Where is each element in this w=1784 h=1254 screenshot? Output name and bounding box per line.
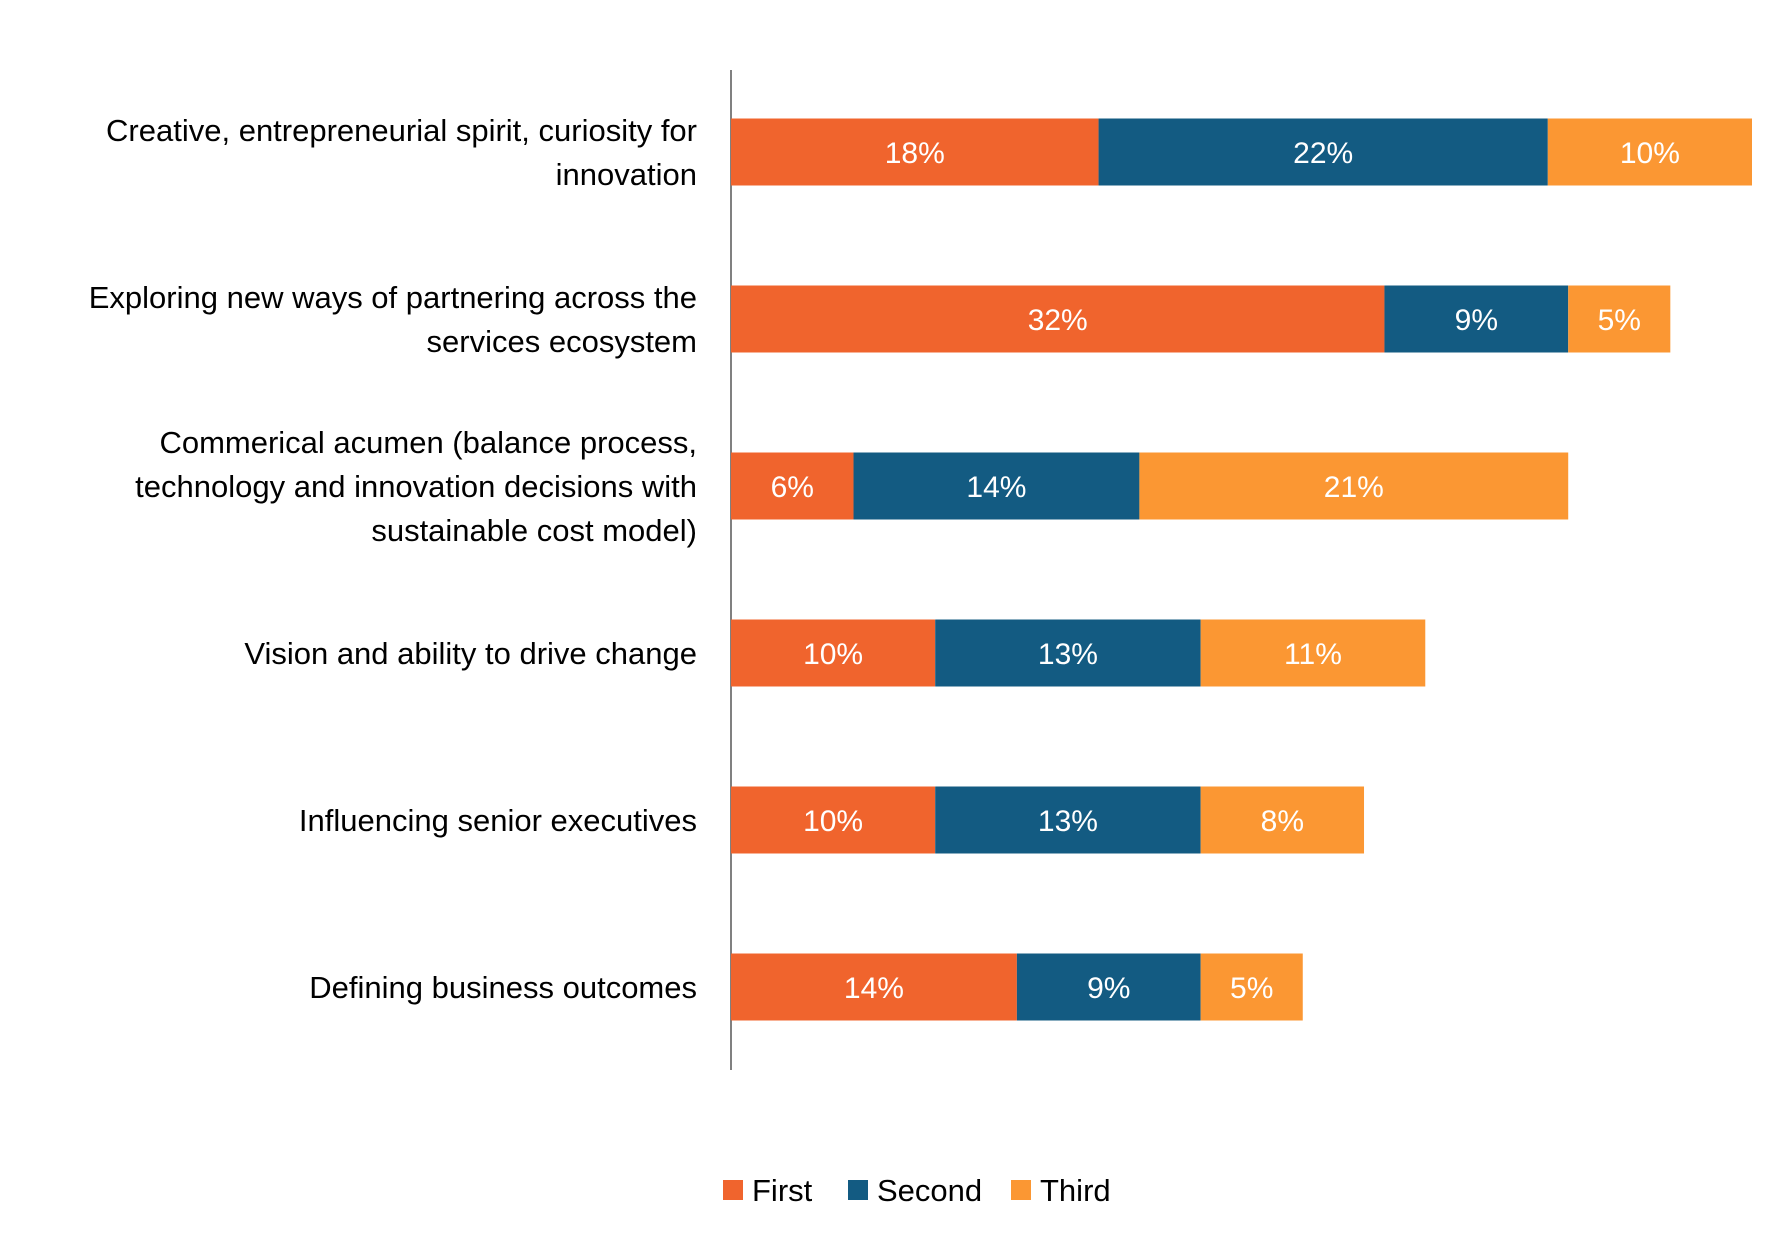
legend-label-third: Third [1040, 1173, 1111, 1208]
data-label-first-6: 14% [844, 972, 904, 1005]
bar-segment-second-5 [935, 786, 1201, 854]
category-label-5: Influencing senior executives [299, 803, 697, 838]
bar-segment-second-4 [935, 619, 1201, 687]
category-label-line: services ecosystem [427, 324, 697, 359]
category-label-3: Commerical acumen (balance process, techn… [135, 425, 697, 548]
category-labels-group: Creative, entrepreneurial spirit, curios… [89, 113, 697, 1005]
legend-swatch-third [1011, 1180, 1031, 1200]
bar-segment-third-2 [1568, 285, 1671, 353]
data-label-first-3: 6% [771, 471, 814, 504]
data-label-third-3: 21% [1324, 471, 1384, 504]
category-label-line: Commerical acumen (balance process, [159, 425, 697, 460]
category-label-line: Defining business outcomes [309, 970, 697, 1005]
data-label-second-1: 22% [1293, 137, 1353, 170]
bars-group: 18% 22% 10% 32% 9% 5% 6% 14% 21% 10% 13% 11% 10% 13% 8… [731, 118, 1752, 1021]
data-label-first-5: 10% [803, 805, 863, 838]
category-label-line: Influencing senior executives [299, 803, 697, 838]
bar-segment-third-5 [1200, 786, 1365, 854]
legend-swatch-second [848, 1180, 868, 1200]
bar-segment-second-1 [1098, 118, 1548, 186]
bar-segment-third-6 [1200, 953, 1303, 1021]
data-label-second-6: 9% [1087, 972, 1130, 1005]
data-label-second-4: 13% [1038, 638, 1098, 671]
legend-label-first: First [752, 1173, 813, 1208]
category-label-line: Vision and ability to drive change [244, 636, 697, 671]
bar-segment-first-5 [731, 786, 936, 854]
category-label-line: technology and innovation decisions with [135, 469, 697, 504]
data-label-second-2: 9% [1455, 304, 1498, 337]
bar-segment-first-3 [731, 452, 854, 520]
data-label-third-1: 10% [1620, 137, 1680, 170]
legend-label-second: Second [877, 1173, 982, 1208]
category-label-line: sustainable cost model) [371, 513, 697, 548]
category-label-6: Defining business outcomes [309, 970, 697, 1005]
bar-segment-first-4 [731, 619, 936, 687]
bar-segment-first-6 [731, 953, 1017, 1021]
bar-segment-third-1 [1547, 118, 1752, 186]
category-label-line: Exploring new ways of partnering across … [89, 280, 697, 315]
data-label-third-2: 5% [1598, 304, 1641, 337]
data-label-first-4: 10% [803, 638, 863, 671]
bar-segment-third-3 [1139, 452, 1569, 520]
legend: First Second Third [723, 1173, 1111, 1208]
data-label-second-3: 14% [966, 471, 1026, 504]
bar-segment-first-2 [731, 285, 1385, 353]
category-label-1: Creative, entrepreneurial spirit, curios… [106, 113, 697, 192]
bar-segment-third-4 [1200, 619, 1426, 687]
legend-swatch-first [723, 1180, 743, 1200]
data-label-first-1: 18% [885, 137, 945, 170]
data-label-third-5: 8% [1261, 805, 1304, 838]
category-label-2: Exploring new ways of partnering across … [89, 280, 697, 359]
category-label-line: innovation [556, 157, 697, 192]
bar-segment-second-6 [1016, 953, 1201, 1021]
data-label-third-4: 11% [1284, 638, 1342, 671]
category-label-line: Creative, entrepreneurial spirit, curios… [106, 113, 697, 148]
category-label-4: Vision and ability to drive change [244, 636, 697, 671]
bar-segment-second-3 [853, 452, 1140, 520]
data-label-first-2: 32% [1028, 304, 1088, 337]
data-label-second-5: 13% [1038, 805, 1098, 838]
bar-segment-second-2 [1384, 285, 1569, 353]
bar-segment-first-1 [731, 118, 1099, 186]
data-label-third-6: 5% [1230, 972, 1273, 1005]
